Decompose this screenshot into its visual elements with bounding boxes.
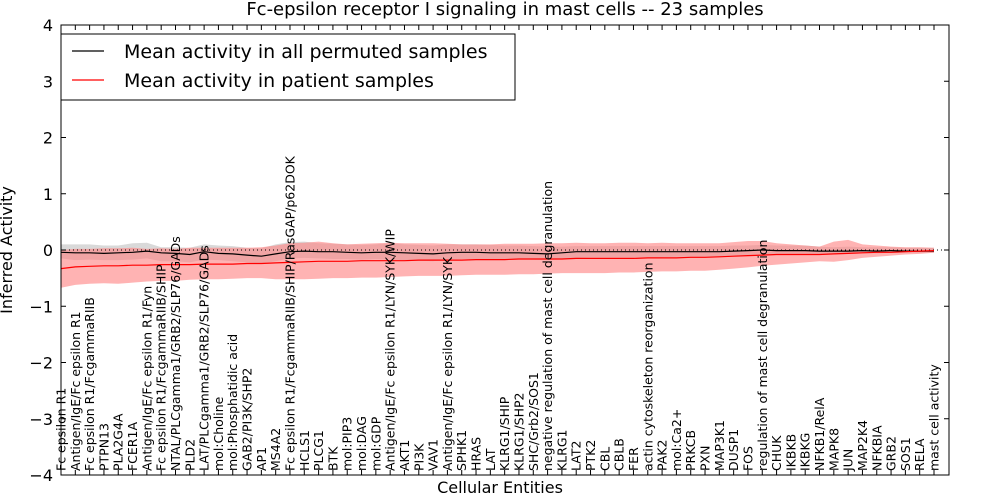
x-category-label: VAV1 xyxy=(426,439,441,471)
x-category-label: PI3K xyxy=(411,443,426,471)
x-category-label: NFKB1/RelA xyxy=(812,397,827,471)
x-category-label: CBL xyxy=(597,447,612,471)
x-category-label: Fc epsilon R1/FcgammaRIIB/SHIP xyxy=(154,264,169,471)
x-category-label: SPHK1 xyxy=(454,430,469,471)
y-tick-label: −4 xyxy=(29,466,53,485)
x-category-label: IKBKB xyxy=(783,434,798,471)
x-category-label: mol:PIP3 xyxy=(340,417,355,471)
chart-title: Fc-epsilon receptor I signaling in mast … xyxy=(246,0,763,20)
x-category-label: LAT/PLCgamma1/GRB2/SLP76/GADs xyxy=(197,245,212,471)
x-category-label: mol:Phosphatidic acid xyxy=(225,334,240,471)
x-category-label: SOS1 xyxy=(898,437,913,471)
x-category-label: SHC/Grb2/SOS1 xyxy=(526,372,541,471)
x-category-label: CHUK xyxy=(769,435,784,471)
x-category-label: HRAS xyxy=(469,437,484,471)
x-category-label: CBLB xyxy=(612,438,627,471)
line-patient-mean xyxy=(60,250,935,270)
x-category-label: GRB2 xyxy=(884,436,899,471)
y-tick-label: −2 xyxy=(29,354,53,373)
x-axis-category-labels: Fc epsilon R1 Antigen/IgE/Fc epsilon R1 Fc… xyxy=(54,155,942,472)
x-category-label: KLRG1/SHP2 xyxy=(511,392,526,471)
x-category-label: Fc epsilon R1/FcgammaRIIB xyxy=(82,297,97,471)
y-axis: −4 −3 −2 −1 0 1 2 3 4 xyxy=(29,16,949,485)
x-category-label: GAB2/PI3K/SHP2 xyxy=(240,368,255,471)
x-category-label: mol:GDP xyxy=(368,416,383,471)
x-category-label: HCLS1 xyxy=(297,430,312,471)
x-category-label: regulation of mast cell degranulation xyxy=(755,240,770,471)
x-category-label: PXN xyxy=(698,446,713,471)
legend-label-patient: Mean activity in patient samples xyxy=(124,70,434,92)
x-category-label: Antigen/IgE/Fc epsilon R1 xyxy=(68,311,83,471)
x-category-label: PLA2G4A xyxy=(111,413,126,471)
x-category-label: AKT1 xyxy=(397,440,412,471)
x-category-label: LAT xyxy=(483,448,498,471)
x-category-label: NFKBIA xyxy=(869,425,884,471)
x-category-label: KLRG1 xyxy=(554,430,569,472)
x-category-label: JUN xyxy=(841,449,856,472)
x-category-label: actin cytoskeleton reorganization xyxy=(640,262,655,471)
y-tick-label: −1 xyxy=(29,297,53,316)
legend-frame xyxy=(60,33,516,101)
x-category-label: mol:DAG xyxy=(354,416,369,471)
x-category-label: IKBKG xyxy=(798,433,813,471)
x-category-label: FCER1A xyxy=(125,422,140,471)
x-axis-title: Cellular Entities xyxy=(437,478,563,497)
x-category-label: mol:Choline xyxy=(211,396,226,471)
x-category-label: KLRG1/SHIP xyxy=(497,396,512,471)
x-category-label: LAT2 xyxy=(569,441,584,471)
x-category-label: DUSP1 xyxy=(726,429,741,471)
line-permuted-mean xyxy=(60,249,934,257)
x-category-label: MAP2K4 xyxy=(855,420,870,471)
x-category-label: mol:Ca2+ xyxy=(669,409,684,471)
x-category-label: PLD2 xyxy=(182,439,197,471)
y-tick-label: 2 xyxy=(43,129,53,148)
x-category-label: Antigen/IgE/Fc epsilon R1/Fyn xyxy=(139,286,154,471)
x-category-label: FOS xyxy=(740,446,755,471)
x-category-label: FER xyxy=(626,447,641,471)
y-tick-label: 1 xyxy=(43,185,53,204)
x-category-label: mast cell activity xyxy=(927,364,942,471)
legend: Mean activity in all permuted samples Me… xyxy=(60,33,516,101)
y-tick-label: 4 xyxy=(43,16,53,35)
x-category-label: Fc epsilon R1 xyxy=(54,388,69,471)
x-category-label: PTPN13 xyxy=(96,423,111,471)
x-category-label: PLCG1 xyxy=(311,430,326,471)
x-category-label: RELA xyxy=(912,438,927,471)
legend-label-permuted: Mean activity in all permuted samples xyxy=(124,41,487,63)
x-category-label: PAK2 xyxy=(655,440,670,471)
x-category-label: MS4A2 xyxy=(268,428,283,471)
y-tick-label: 0 xyxy=(43,241,53,260)
x-axis-ticks xyxy=(60,25,935,475)
x-category-label: negative regulation of mast cell degranu… xyxy=(540,181,555,471)
y-tick-label: 3 xyxy=(43,72,53,91)
x-category-label: Antigen/IgE/Fc epsilon R1/LYN/SYK xyxy=(440,256,455,471)
x-category-label: PTK2 xyxy=(583,440,598,471)
x-category-label: MAPK8 xyxy=(826,428,841,471)
x-category-label: NTAL/PLCgamma1/GRB2/SLP76/GADs xyxy=(168,236,183,471)
y-tick-label: −3 xyxy=(29,410,53,429)
x-category-label: AP1 xyxy=(254,447,269,471)
x-category-label: MAP3K1 xyxy=(712,420,727,471)
x-category-label: BTK xyxy=(325,446,340,471)
x-category-label: Fc epsilon R1/FcgammaRIIB/SHIP/RasGAP/p6… xyxy=(282,155,297,471)
x-category-label: PRKCB xyxy=(683,430,698,471)
y-axis-title: Inferred Activity xyxy=(0,186,16,314)
series-lines xyxy=(60,249,935,270)
x-category-label: Antigen/IgE/Fc epsilon R1/LYN/SYK/WIP xyxy=(383,229,398,471)
